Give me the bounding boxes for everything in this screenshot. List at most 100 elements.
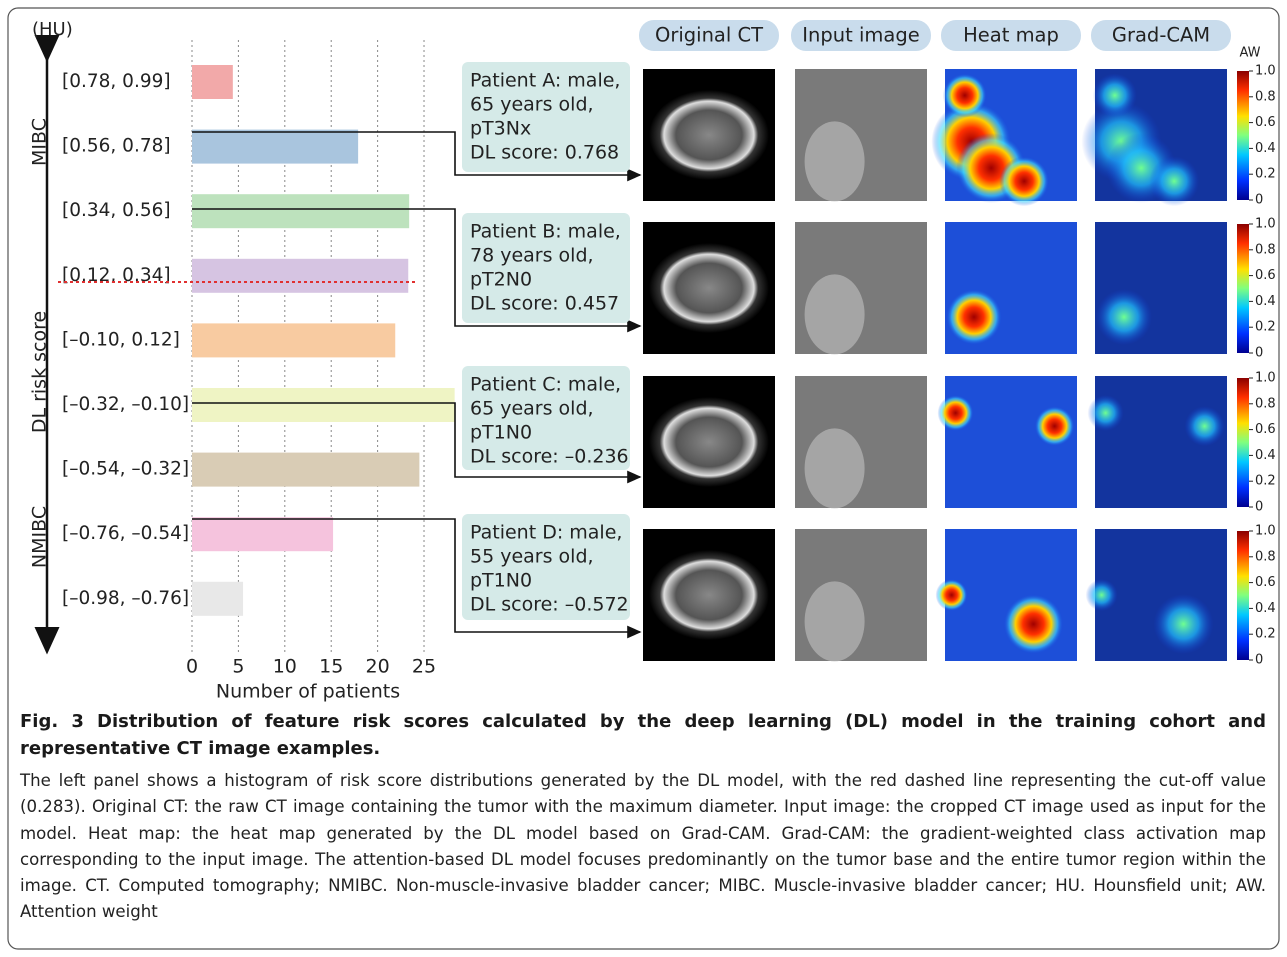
attention-blob xyxy=(936,579,968,611)
y-tick-label: [0.34, 0.56] xyxy=(62,200,171,221)
colorbar-tick-label: 0.4 xyxy=(1255,141,1276,156)
page: (HU) MIBC DL risk score NMIBC Number of … xyxy=(0,0,1287,957)
colorbar-tick-label: 0.6 xyxy=(1255,575,1276,590)
colorbar xyxy=(1237,531,1249,660)
ct-body xyxy=(649,90,769,180)
colorbar-tick-label: 0 xyxy=(1255,346,1263,361)
colorbar xyxy=(1237,71,1249,200)
group-label: NMIBC xyxy=(29,506,51,568)
y-tick-label: [–0.98, –0.76] xyxy=(62,588,189,609)
y-tick-label: [–0.76, –0.54] xyxy=(62,523,189,544)
caption-body: The left panel shows a histogram of risk… xyxy=(20,768,1266,926)
patient-info: DL score: 0.768 xyxy=(470,142,619,164)
bar xyxy=(192,582,243,616)
x-tick-label: 15 xyxy=(319,656,343,678)
colorbar-tick-label: 1.0 xyxy=(1255,524,1276,539)
x-tick-label: 20 xyxy=(366,656,390,678)
x-tick-label: 10 xyxy=(273,656,297,678)
patient-info: pT2N0 xyxy=(470,269,532,291)
attention-blob xyxy=(1093,73,1137,117)
y-tick-label: [–0.54, –0.32] xyxy=(62,459,189,480)
colorbar-tick-label: 0.2 xyxy=(1255,627,1276,642)
patient-info: 65 years old, xyxy=(470,94,594,116)
patient-info: pT1N0 xyxy=(470,570,532,592)
attention-blob xyxy=(1086,579,1118,611)
colorbar-tick-label: 0.6 xyxy=(1255,115,1276,130)
y-tick-label: [–0.10, 0.12] xyxy=(62,329,180,350)
ct-body xyxy=(649,243,769,333)
colorbar-tick-label: 0 xyxy=(1255,500,1263,515)
input-detail xyxy=(805,428,865,508)
column-header: Heat map xyxy=(963,24,1059,47)
attention-blob xyxy=(1096,289,1152,345)
attention-blob xyxy=(1003,594,1063,654)
input-detail xyxy=(805,581,865,661)
y-tick-label: [–0.32, –0.10] xyxy=(62,394,189,415)
image-panels: Original CT Input image Heat map Grad-CAM Pa… xyxy=(462,20,1276,668)
colorbar-tick-label: 1.0 xyxy=(1255,64,1276,79)
patient-info: DL score: –0.236 xyxy=(470,446,629,468)
patient-info: Patient C: male, xyxy=(470,374,621,396)
colorbar-tick-label: 0.8 xyxy=(1255,396,1276,411)
attention-blob xyxy=(1035,406,1075,446)
attention-blob xyxy=(1088,395,1124,431)
patient-info: Patient D: male, xyxy=(470,522,622,544)
bar xyxy=(192,323,395,357)
bar xyxy=(192,453,419,487)
colorbar-tick-label: 0 xyxy=(1255,653,1263,668)
patient-info: DL score: –0.572 xyxy=(470,594,629,616)
x-tick-label: 0 xyxy=(186,656,198,678)
unit-label: (HU) xyxy=(32,19,73,40)
colorbar-tick-label: 0.6 xyxy=(1255,268,1276,283)
attention-blob xyxy=(943,73,987,117)
colorbar-tick-label: 0 xyxy=(1255,193,1263,208)
patient-info: 55 years old, xyxy=(470,546,594,568)
colorbar-tick-label: 0.2 xyxy=(1255,167,1276,182)
patient-info: pT3Nx xyxy=(470,118,531,140)
colorbar-tick-label: 0.4 xyxy=(1255,294,1276,309)
caption-title: Fig. 3 Distribution of feature risk scor… xyxy=(20,708,1266,762)
attention-blob xyxy=(946,289,1002,345)
patient-info: 65 years old, xyxy=(470,398,594,420)
column-header: Grad-CAM xyxy=(1112,24,1210,47)
colorbar-tick-label: 0.4 xyxy=(1255,448,1276,463)
attention-blob xyxy=(999,156,1049,206)
y-tick-label: [0.78, 0.99] xyxy=(62,71,171,92)
column-header: Input image xyxy=(802,24,919,47)
bar xyxy=(192,517,333,551)
ct-body xyxy=(649,397,769,487)
patient-info: Patient B: male, xyxy=(470,221,621,243)
group-label: MIBC xyxy=(29,118,51,166)
colorbar-tick-label: 0.6 xyxy=(1255,422,1276,437)
bar xyxy=(192,130,358,164)
colorbar-tick-label: 0.4 xyxy=(1255,601,1276,616)
attention-blob xyxy=(938,395,974,431)
bar xyxy=(192,194,409,228)
x-tick-label: 25 xyxy=(412,656,436,678)
colorbar-tick-label: 0.8 xyxy=(1255,89,1276,104)
patient-info: pT1N0 xyxy=(470,422,532,444)
input-detail xyxy=(805,274,865,354)
colorbar-title: AW xyxy=(1239,46,1260,61)
attention-blob xyxy=(1153,594,1213,654)
colorbar-tick-label: 0.2 xyxy=(1255,320,1276,335)
patient-info: DL score: 0.457 xyxy=(470,293,619,315)
x-axis-label: Number of patients xyxy=(216,681,400,703)
colorbar-tick-label: 0.8 xyxy=(1255,549,1276,564)
column-header: Original CT xyxy=(655,24,763,47)
colorbar-tick-label: 1.0 xyxy=(1255,371,1276,386)
y-axis-label: DL risk score xyxy=(29,311,51,433)
attention-blob xyxy=(1185,406,1225,446)
colorbar xyxy=(1237,378,1249,507)
bar xyxy=(192,65,233,99)
colorbar xyxy=(1237,224,1249,353)
colorbar-tick-label: 0.2 xyxy=(1255,474,1276,489)
x-tick-label: 5 xyxy=(232,656,244,678)
patient-info: 78 years old, xyxy=(470,245,594,267)
attention-blob xyxy=(1149,156,1199,206)
input-detail xyxy=(805,121,865,201)
caption: Fig. 3 Distribution of feature risk scor… xyxy=(20,708,1266,926)
bar xyxy=(192,259,408,293)
colorbar-tick-label: 0.8 xyxy=(1255,242,1276,257)
bar-group: 0510152025[0.78, 0.99][0.56, 0.78][0.34,… xyxy=(62,40,455,678)
